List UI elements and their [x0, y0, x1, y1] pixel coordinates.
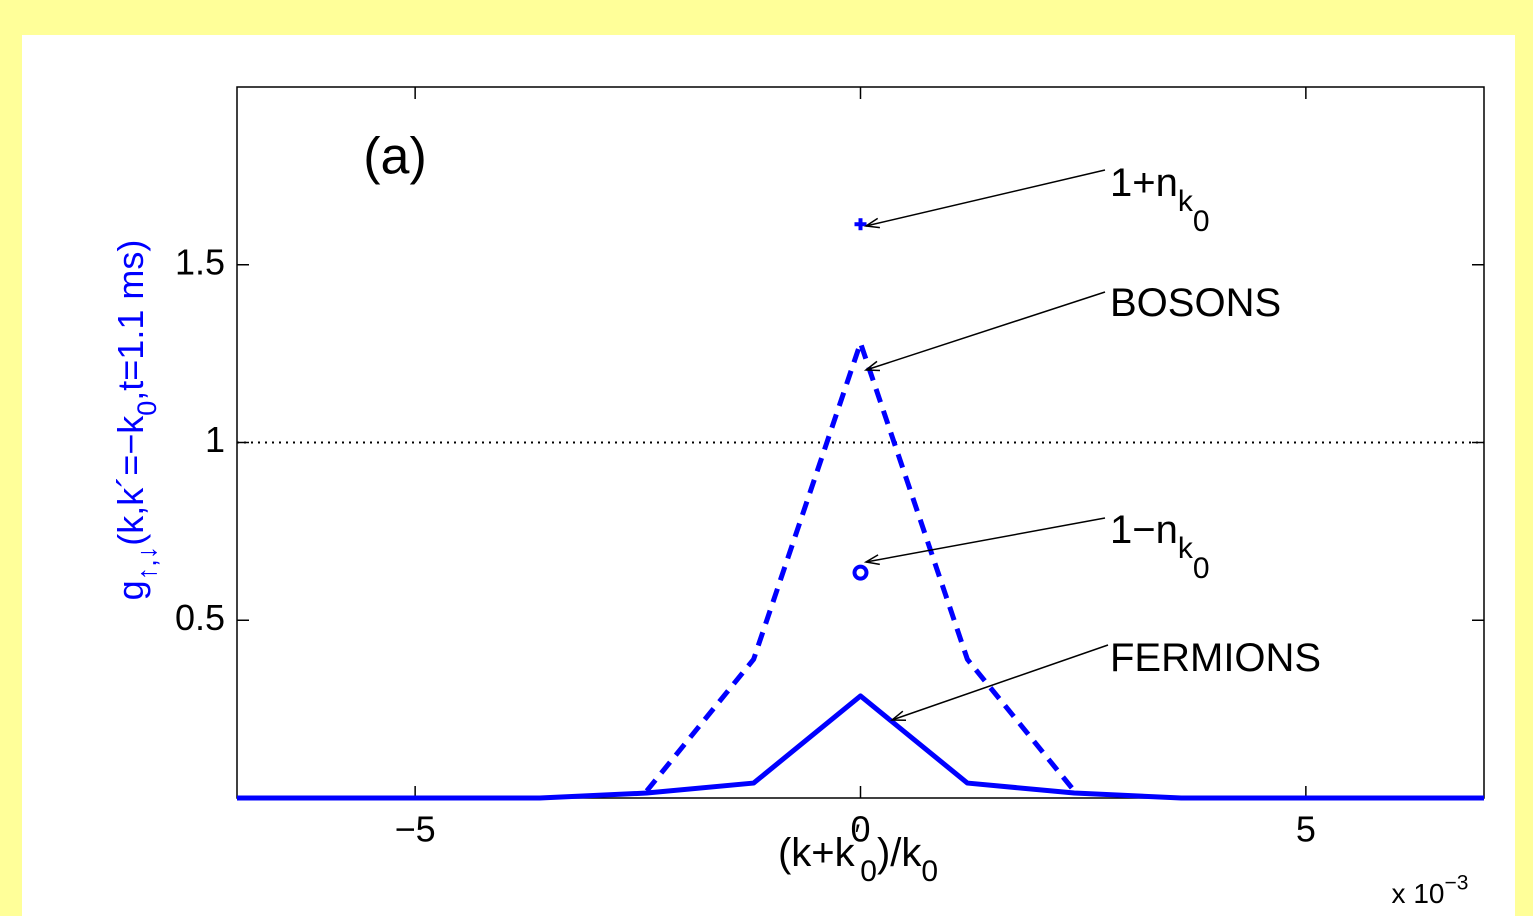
x-tick-label: −5: [395, 809, 436, 850]
arrow-head: [889, 710, 907, 721]
annotation-text-part: FERMIONS: [1110, 636, 1321, 680]
plus-marker: [854, 218, 867, 231]
x-axis-label-part: )/k: [877, 831, 922, 875]
y-axis-label: g↑,↓(k,k´=−k0,t=1.1 ms): [110, 240, 163, 601]
annotation-arrow: [865, 517, 1106, 563]
annotation-text: 1+nk0: [1110, 161, 1210, 238]
y-axis-label-part: 0: [132, 401, 162, 416]
y-axis-label-part: g: [110, 580, 151, 600]
x-axis-label-part: ′: [855, 819, 861, 852]
arrow-head: [863, 217, 880, 229]
annotation-arrow: [891, 644, 1109, 721]
y-axis-label-part: ↑,↓: [132, 546, 162, 581]
annotation-text-part: 0: [1193, 205, 1210, 238]
circle-marker: [852, 564, 869, 581]
annotation-text-part: k: [1178, 185, 1194, 218]
annotation-text-part: 0: [1193, 552, 1210, 585]
y-tick-label: 1.5: [175, 241, 225, 282]
y-tick-label: 1: [205, 419, 225, 460]
annotation-arrow: [865, 169, 1106, 227]
x-axis-label: (k+k′0)/k0: [778, 819, 938, 888]
x-axis-label-part: (k+k: [778, 831, 856, 875]
data-line: [237, 693, 1484, 801]
x-multiplier: x 10−3: [1392, 871, 1469, 909]
annotation-text: 1−nk0: [1110, 508, 1210, 585]
x-tick-label: 5: [1296, 809, 1316, 850]
panel-label: (a): [363, 128, 427, 186]
x-multiplier-part: −3: [1444, 871, 1468, 894]
annotation-text: FERMIONS: [1110, 636, 1321, 680]
x-multiplier-part: x 10: [1392, 878, 1445, 909]
x-axis-label-part: 0: [921, 855, 938, 888]
x-axis-label-part: 0: [860, 855, 877, 888]
x-tick-label: 0: [850, 809, 870, 850]
annotation-text-part: 1+n: [1110, 161, 1178, 205]
annotation-text-part: BOSONS: [1110, 281, 1281, 325]
annotation-text-part: k: [1178, 532, 1194, 565]
y-axis-label-part: ,t=1.1 ms): [110, 240, 151, 401]
annotation-text: BOSONS: [1110, 281, 1281, 325]
arrow-head: [863, 360, 881, 372]
annotation-text-part: 1−n: [1110, 508, 1178, 552]
arrow-head: [863, 554, 880, 566]
annotation-arrow: [865, 291, 1106, 371]
y-tick-label: 0.5: [175, 597, 225, 638]
y-axis-label-part: (k,k´=−k: [110, 415, 151, 546]
